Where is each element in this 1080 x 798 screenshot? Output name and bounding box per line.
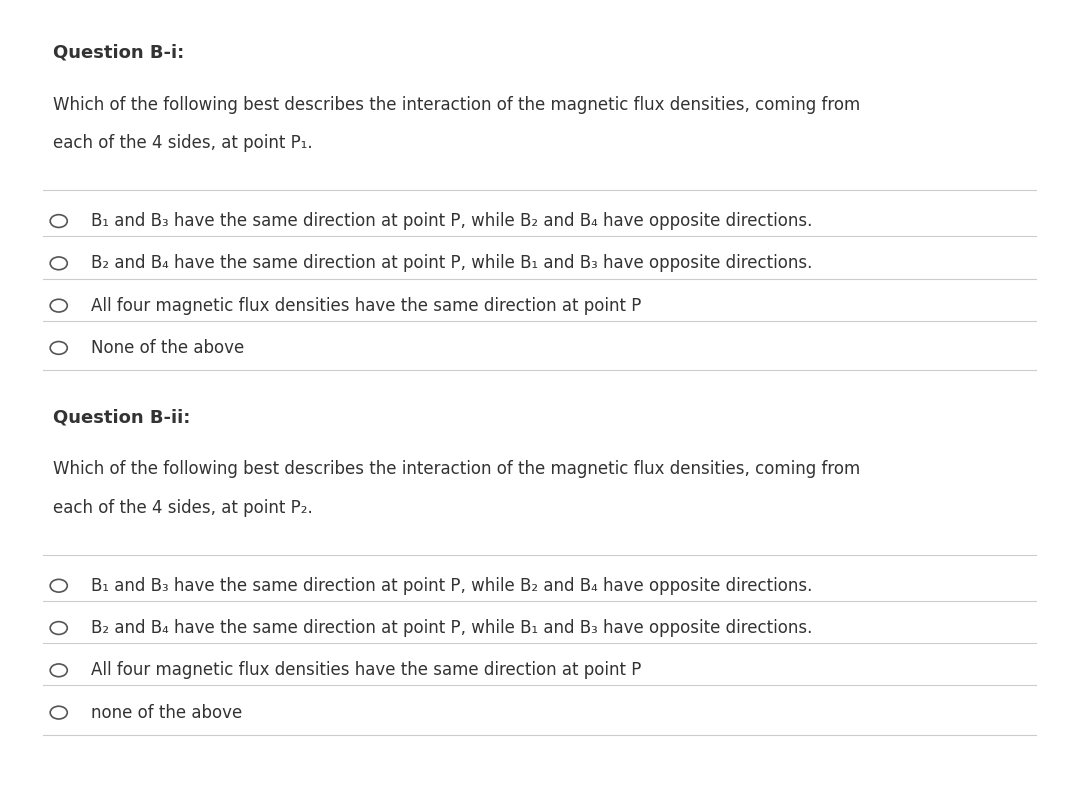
Text: each of the 4 sides, at point P₁.: each of the 4 sides, at point P₁. <box>53 134 313 152</box>
Text: B₂ and B₄ have the same direction at point P, while B₁ and B₃ have opposite dire: B₂ and B₄ have the same direction at poi… <box>91 255 812 272</box>
Text: Which of the following best describes the interaction of the magnetic flux densi: Which of the following best describes th… <box>53 96 861 114</box>
Text: each of the 4 sides, at point P₂.: each of the 4 sides, at point P₂. <box>53 499 313 517</box>
Text: none of the above: none of the above <box>91 704 242 721</box>
Text: All four magnetic flux densities have the same direction at point P: All four magnetic flux densities have th… <box>91 662 642 679</box>
Text: Question B-i:: Question B-i: <box>53 44 185 62</box>
Text: All four magnetic flux densities have the same direction at point P: All four magnetic flux densities have th… <box>91 297 642 314</box>
Text: B₁ and B₃ have the same direction at point P, while B₂ and B₄ have opposite dire: B₁ and B₃ have the same direction at poi… <box>91 212 812 230</box>
Text: B₂ and B₄ have the same direction at point P, while B₁ and B₃ have opposite dire: B₂ and B₄ have the same direction at poi… <box>91 619 812 637</box>
Text: None of the above: None of the above <box>91 339 244 357</box>
Text: Question B-ii:: Question B-ii: <box>53 409 191 427</box>
Text: Which of the following best describes the interaction of the magnetic flux densi: Which of the following best describes th… <box>53 460 861 479</box>
Text: B₁ and B₃ have the same direction at point P, while B₂ and B₄ have opposite dire: B₁ and B₃ have the same direction at poi… <box>91 577 812 595</box>
